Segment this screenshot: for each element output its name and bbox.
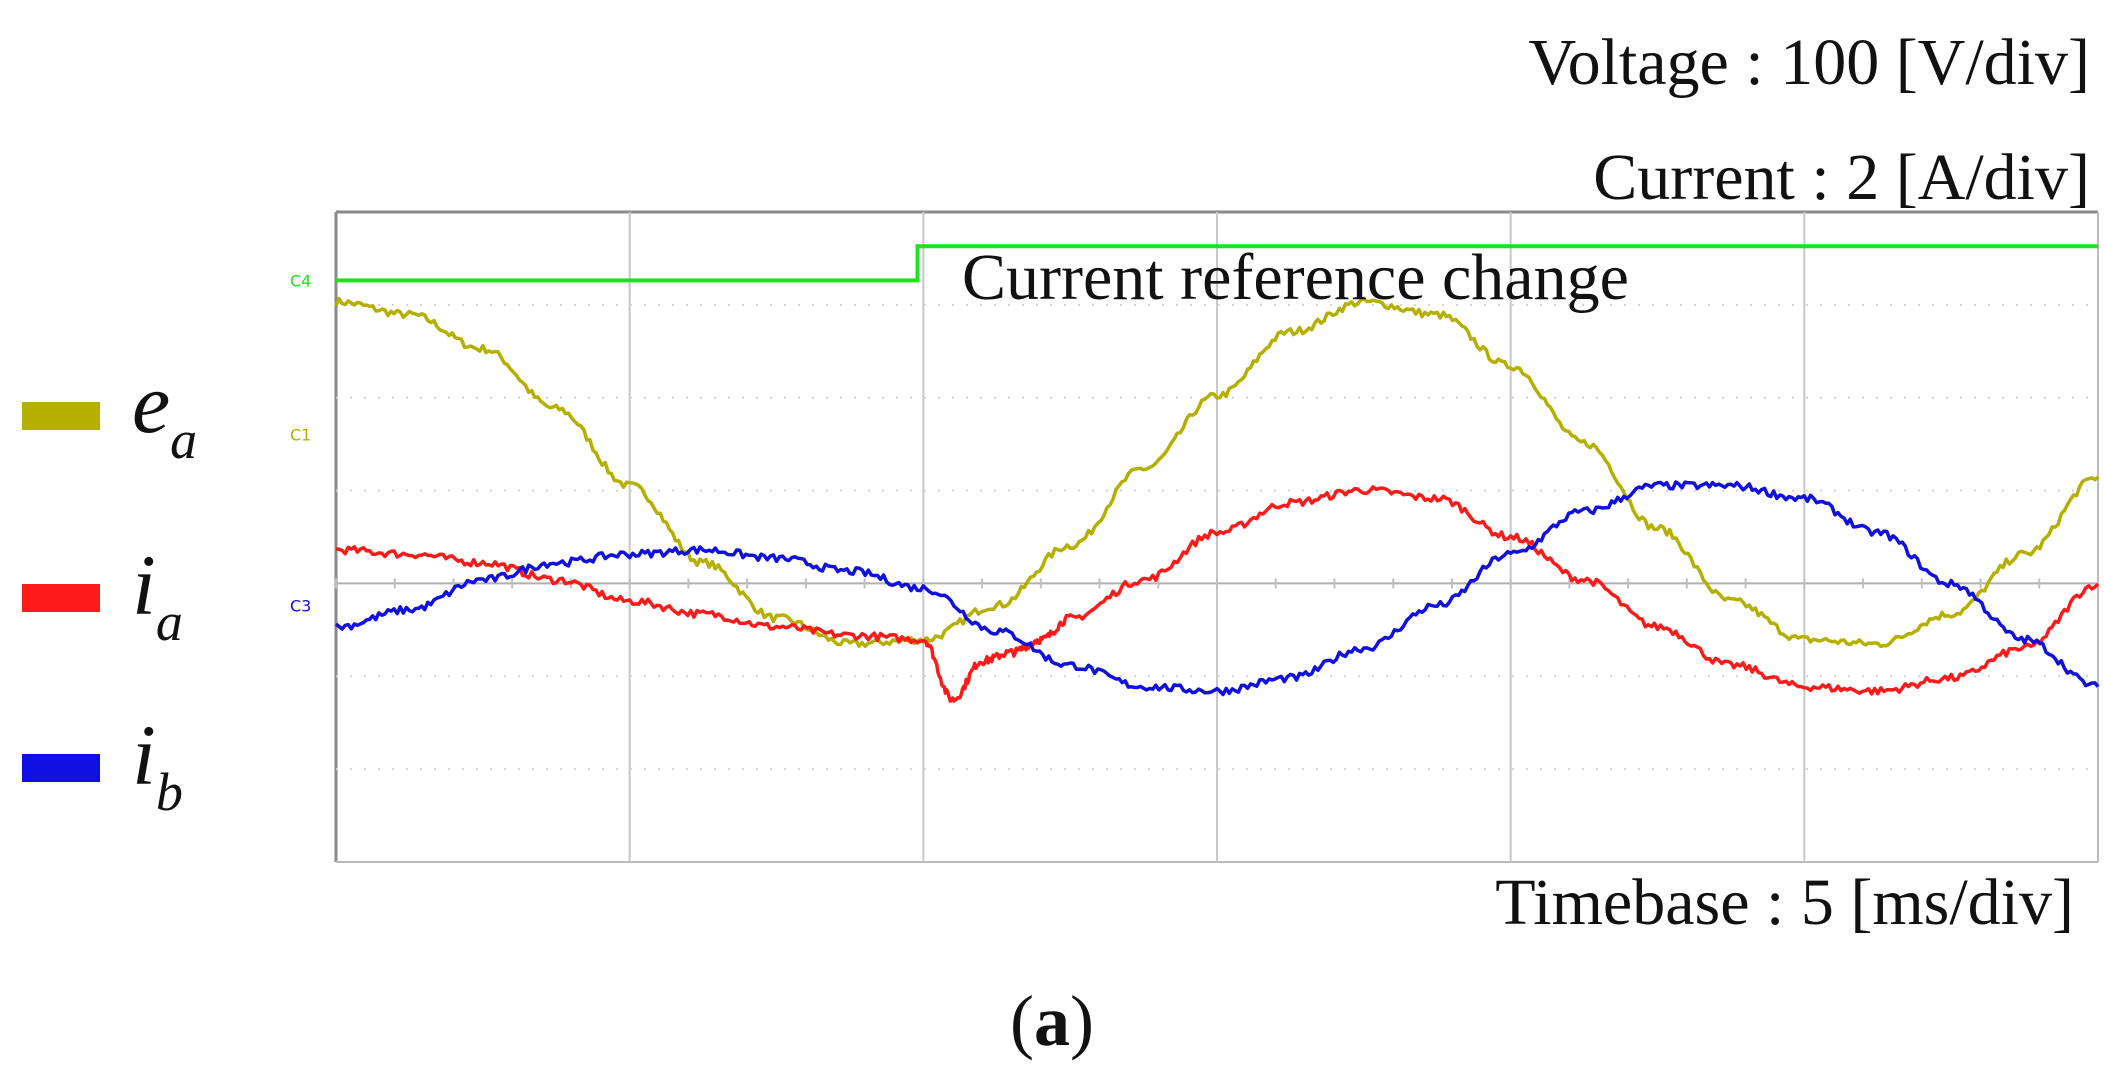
channel-tag: C1 [290,425,311,444]
voltage-scale-label: Voltage : 100 [V/div] [1528,26,2090,99]
legend-item-ea: ea [22,360,282,470]
trace-current-reference [336,244,2098,283]
caption-open-paren: ( [1010,981,1034,1061]
figure-caption: (a) [0,985,2104,1057]
timebase-label: Timebase : 5 [ms/div] [1495,866,2074,939]
legend-item-ib: ib [22,712,282,822]
legend-symbol-ea-sub: a [170,410,198,470]
legend-symbol-ib: ib [132,712,183,819]
legend-swatch-ea [22,402,100,430]
legend-symbol-ia: ia [132,542,183,649]
plot-grid [334,210,2099,863]
trace-group [334,244,2100,703]
channel-tag: C3 [290,596,311,615]
caption-letter: a [1034,981,1070,1061]
channel-tag: C4 [290,271,311,290]
caption-close-paren: ) [1070,981,1094,1061]
channel-tags: C4 C1 C3 [290,271,311,615]
legend-symbol-ea-main: e [132,355,171,451]
current-reference-change-annotation: Current reference change [962,241,1629,314]
current-scale-label: Current : 2 [A/div] [1593,141,2090,214]
trace-i-a [335,485,2100,703]
trace-e-a [334,296,2100,649]
legend-symbol-ib-sub: b [155,762,183,822]
legend-symbol-ia-sub: a [155,592,183,652]
trace-i-b [334,480,2100,697]
legend-swatch-ib [22,754,100,782]
legend-symbol-ib-main: i [132,707,156,803]
legend-swatch-ia [22,584,100,612]
legend-symbol-ia-main: i [132,537,156,633]
legend-symbol-ea: ea [132,360,197,467]
legend-item-ia: ia [22,542,282,652]
